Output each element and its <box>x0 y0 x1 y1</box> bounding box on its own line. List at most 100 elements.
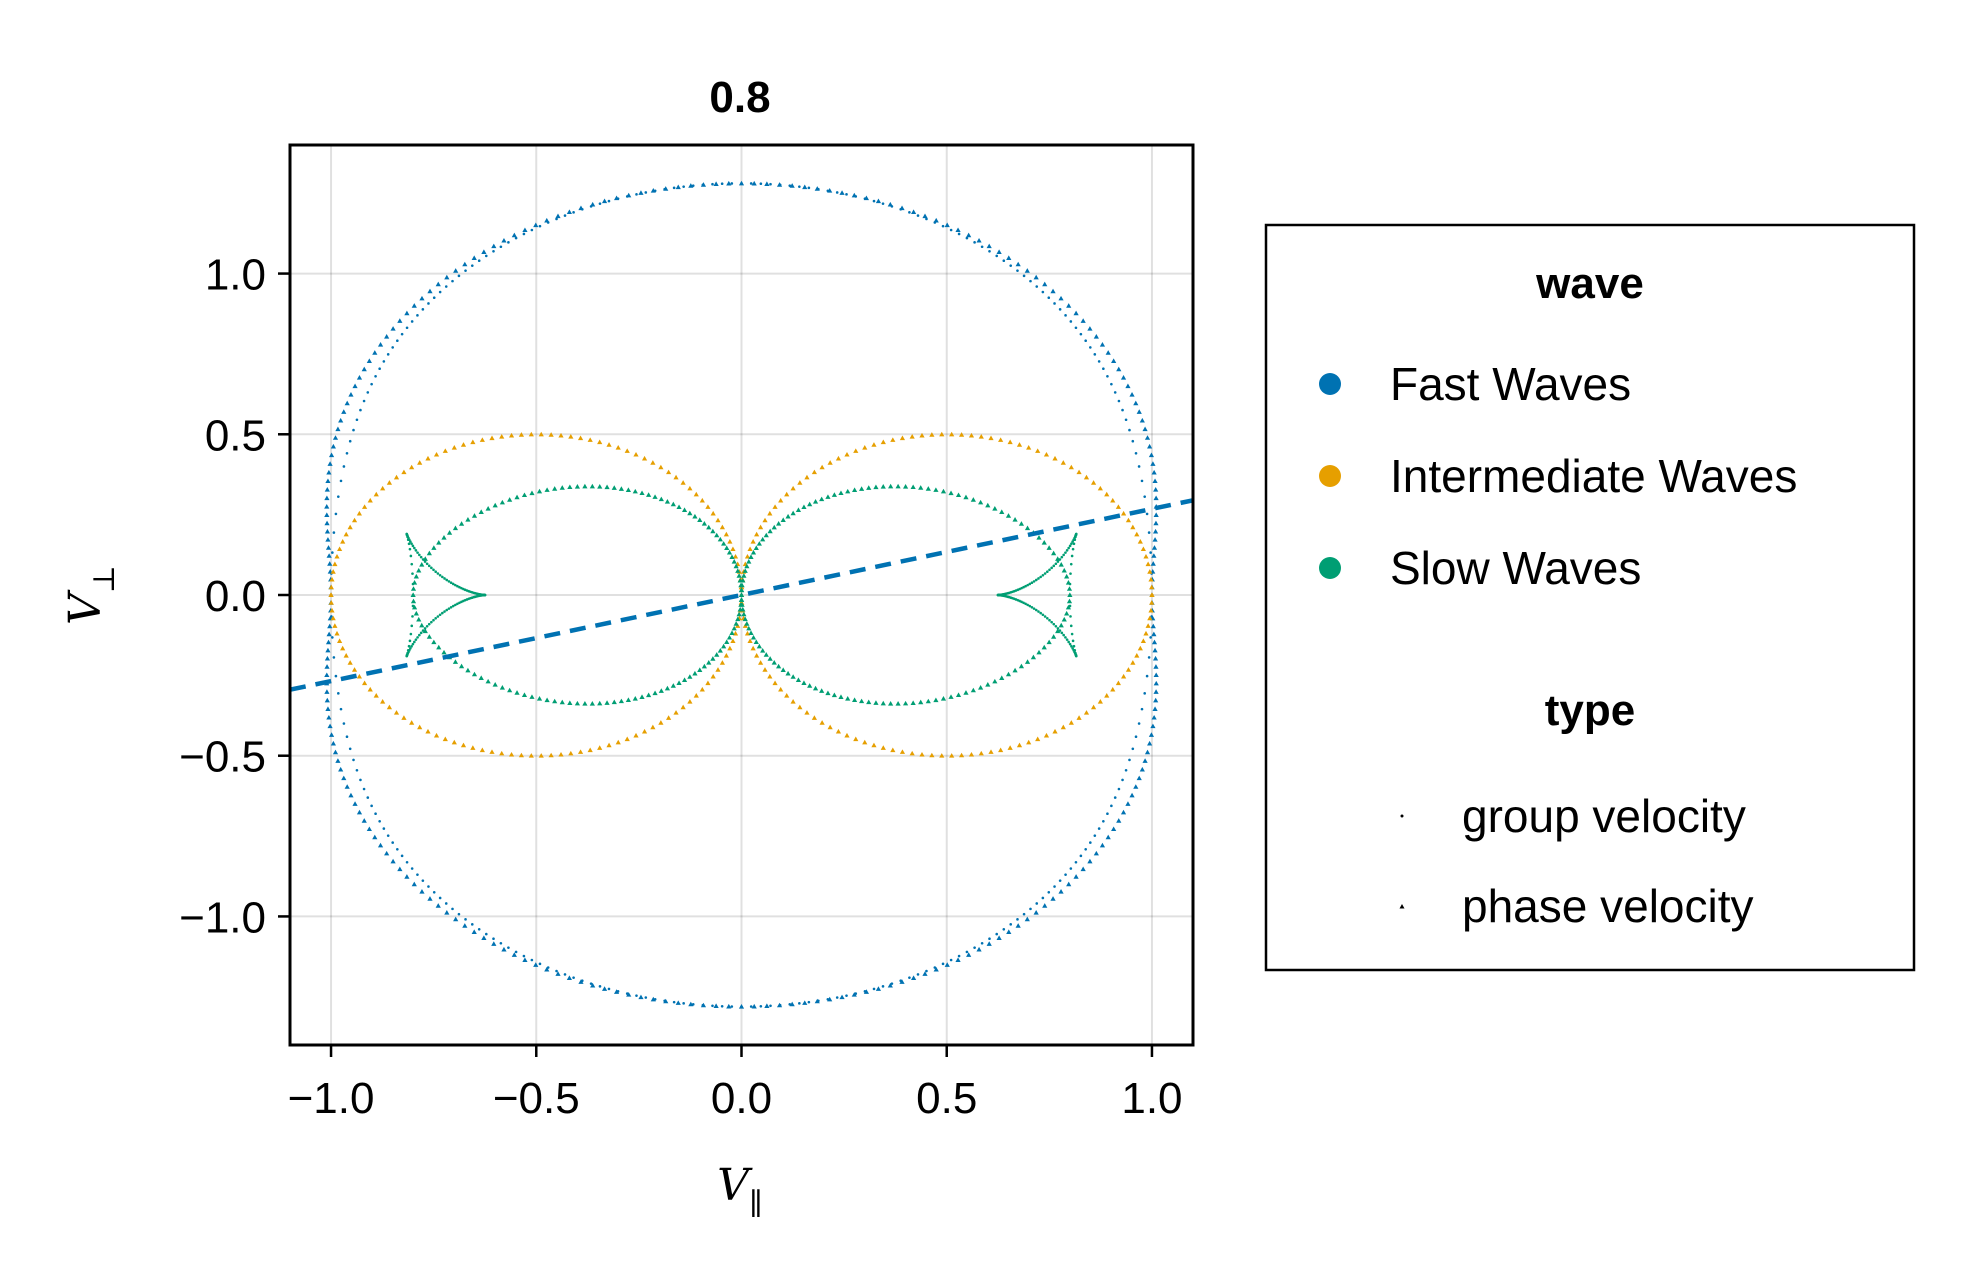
fast-phase-velocity-point <box>1066 881 1072 887</box>
fast-phase-velocity-point <box>341 775 347 781</box>
fast-phase-velocity-point <box>327 623 333 629</box>
fast-group-velocity-point <box>881 202 885 205</box>
intermediate-phase-velocity-point <box>451 739 457 745</box>
fast-group-velocity-point <box>1079 854 1083 858</box>
slow-phase-velocity-point <box>419 622 425 628</box>
fast-phase-velocity-point <box>366 358 372 363</box>
fast-phase-velocity-point <box>601 198 608 204</box>
slow-group-velocity-point <box>1022 601 1025 605</box>
fast-phase-velocity-point <box>1024 916 1030 922</box>
intermediate-phase-velocity-point <box>386 480 393 485</box>
fast-group-velocity-point <box>370 804 373 808</box>
fast-phase-velocity-point <box>332 749 339 755</box>
slow-phase-velocity-point <box>1046 639 1052 645</box>
intermediate-phase-velocity-point <box>347 660 353 665</box>
fast-group-velocity-point <box>1149 551 1152 554</box>
fast-group-velocity-point <box>711 182 714 186</box>
intermediate-phase-velocity-point <box>687 698 693 704</box>
slow-phase-velocity-point <box>1018 663 1025 669</box>
slow-group-velocity-point <box>408 538 411 541</box>
slow-phase-velocity-point <box>771 660 777 665</box>
intermediate-phase-velocity-point <box>744 553 751 559</box>
intermediate-phase-velocity-point <box>1140 638 1146 643</box>
slow-phase-velocity-point <box>1005 671 1012 677</box>
fast-phase-velocity-point <box>944 222 950 228</box>
intermediate-phase-velocity-point <box>719 524 725 530</box>
fast-group-velocity-point <box>427 885 430 888</box>
intermediate-phase-velocity-point <box>1148 607 1154 613</box>
fast-phase-velocity-point <box>372 350 378 355</box>
slow-phase-velocity-point <box>807 501 813 507</box>
intermediate-phase-velocity-point <box>587 747 593 753</box>
slow-group-velocity-point <box>447 580 451 583</box>
fast-phase-velocity-point <box>330 740 336 746</box>
intermediate-phase-velocity-point <box>747 638 753 643</box>
intermediate-phase-velocity-point <box>597 439 603 445</box>
intermediate-phase-velocity-point <box>347 524 353 530</box>
slow-phase-velocity-point <box>436 540 442 545</box>
intermediate-phase-velocity-point <box>356 673 362 679</box>
slow-phase-velocity-point <box>978 684 984 690</box>
fast-group-velocity-point <box>1069 320 1073 323</box>
intermediate-phase-velocity-point <box>727 539 733 544</box>
fast-group-velocity-point <box>730 182 734 185</box>
slow-phase-velocity-point <box>970 687 976 693</box>
slow-group-velocity-point <box>1070 554 1074 558</box>
slow-group-velocity-point <box>432 568 435 572</box>
fast-phase-velocity-point <box>372 834 378 840</box>
intermediate-phase-velocity-point <box>949 431 955 437</box>
slow-phase-velocity-point <box>744 563 750 569</box>
intermediate-phase-velocity-point <box>732 630 739 636</box>
fast-phase-velocity-point <box>875 986 882 991</box>
fast-group-velocity-point <box>391 841 394 844</box>
intermediate-phase-velocity-point <box>633 732 639 738</box>
fast-group-velocity-point <box>332 531 336 534</box>
fast-phase-velocity-point <box>1136 409 1142 414</box>
fast-group-velocity-point <box>400 332 404 336</box>
intermediate-phase-velocity-point <box>754 653 760 658</box>
slow-group-velocity-point <box>418 553 421 557</box>
slow-phase-velocity-point <box>735 568 741 573</box>
intermediate-phase-velocity-point <box>1052 455 1058 461</box>
fast-group-velocity-point <box>916 214 920 217</box>
legend-marker-slow-waves <box>1319 557 1341 579</box>
slow-phase-velocity-point <box>458 663 465 669</box>
fast-phase-velocity-point <box>1093 333 1099 339</box>
fast-group-velocity-point <box>1029 907 1032 911</box>
fast-phase-velocity-point <box>361 366 367 372</box>
slow-group-velocity-point <box>443 577 446 580</box>
fast-phase-velocity-point <box>330 443 336 449</box>
fast-group-velocity-point <box>980 245 984 249</box>
slow-phase-velocity-point <box>925 486 931 491</box>
fast-group-velocity-point <box>1140 707 1144 711</box>
intermediate-phase-velocity-point <box>744 630 751 636</box>
fast-phase-velocity-point <box>590 982 596 988</box>
fast-group-velocity-point <box>701 183 705 187</box>
intermediate-phase-velocity-point <box>1016 442 1023 447</box>
intermediate-phase-velocity-point <box>835 728 842 734</box>
fast-phase-velocity-point <box>324 672 330 678</box>
intermediate-phase-velocity-point <box>880 439 886 445</box>
intermediate-phase-velocity-point <box>890 747 896 753</box>
slow-phase-velocity-point <box>748 630 754 636</box>
slow-phase-velocity-point <box>970 497 976 502</box>
fast-group-velocity-point <box>378 367 381 371</box>
slow-phase-velocity-point <box>611 699 617 705</box>
slow-phase-velocity-point <box>738 587 744 593</box>
slow-phase-velocity-point <box>1055 628 1061 634</box>
plot-area <box>290 180 1193 1009</box>
fast-group-velocity-point <box>337 692 340 695</box>
fast-phase-velocity-point <box>1015 923 1021 928</box>
fast-phase-velocity-point <box>1151 639 1158 645</box>
slow-phase-velocity-point <box>639 694 645 699</box>
slow-phase-velocity-point <box>1036 649 1042 655</box>
fast-group-velocity-point <box>484 254 488 258</box>
slow-group-velocity-point <box>1068 642 1072 646</box>
fast-phase-velocity-point <box>966 952 972 957</box>
fast-group-velocity-point <box>1035 285 1039 288</box>
intermediate-phase-velocity-point <box>479 747 485 753</box>
slow-phase-velocity-point <box>714 532 720 538</box>
intermediate-phase-velocity-point <box>730 638 736 643</box>
slow-phase-velocity-point <box>873 484 879 490</box>
